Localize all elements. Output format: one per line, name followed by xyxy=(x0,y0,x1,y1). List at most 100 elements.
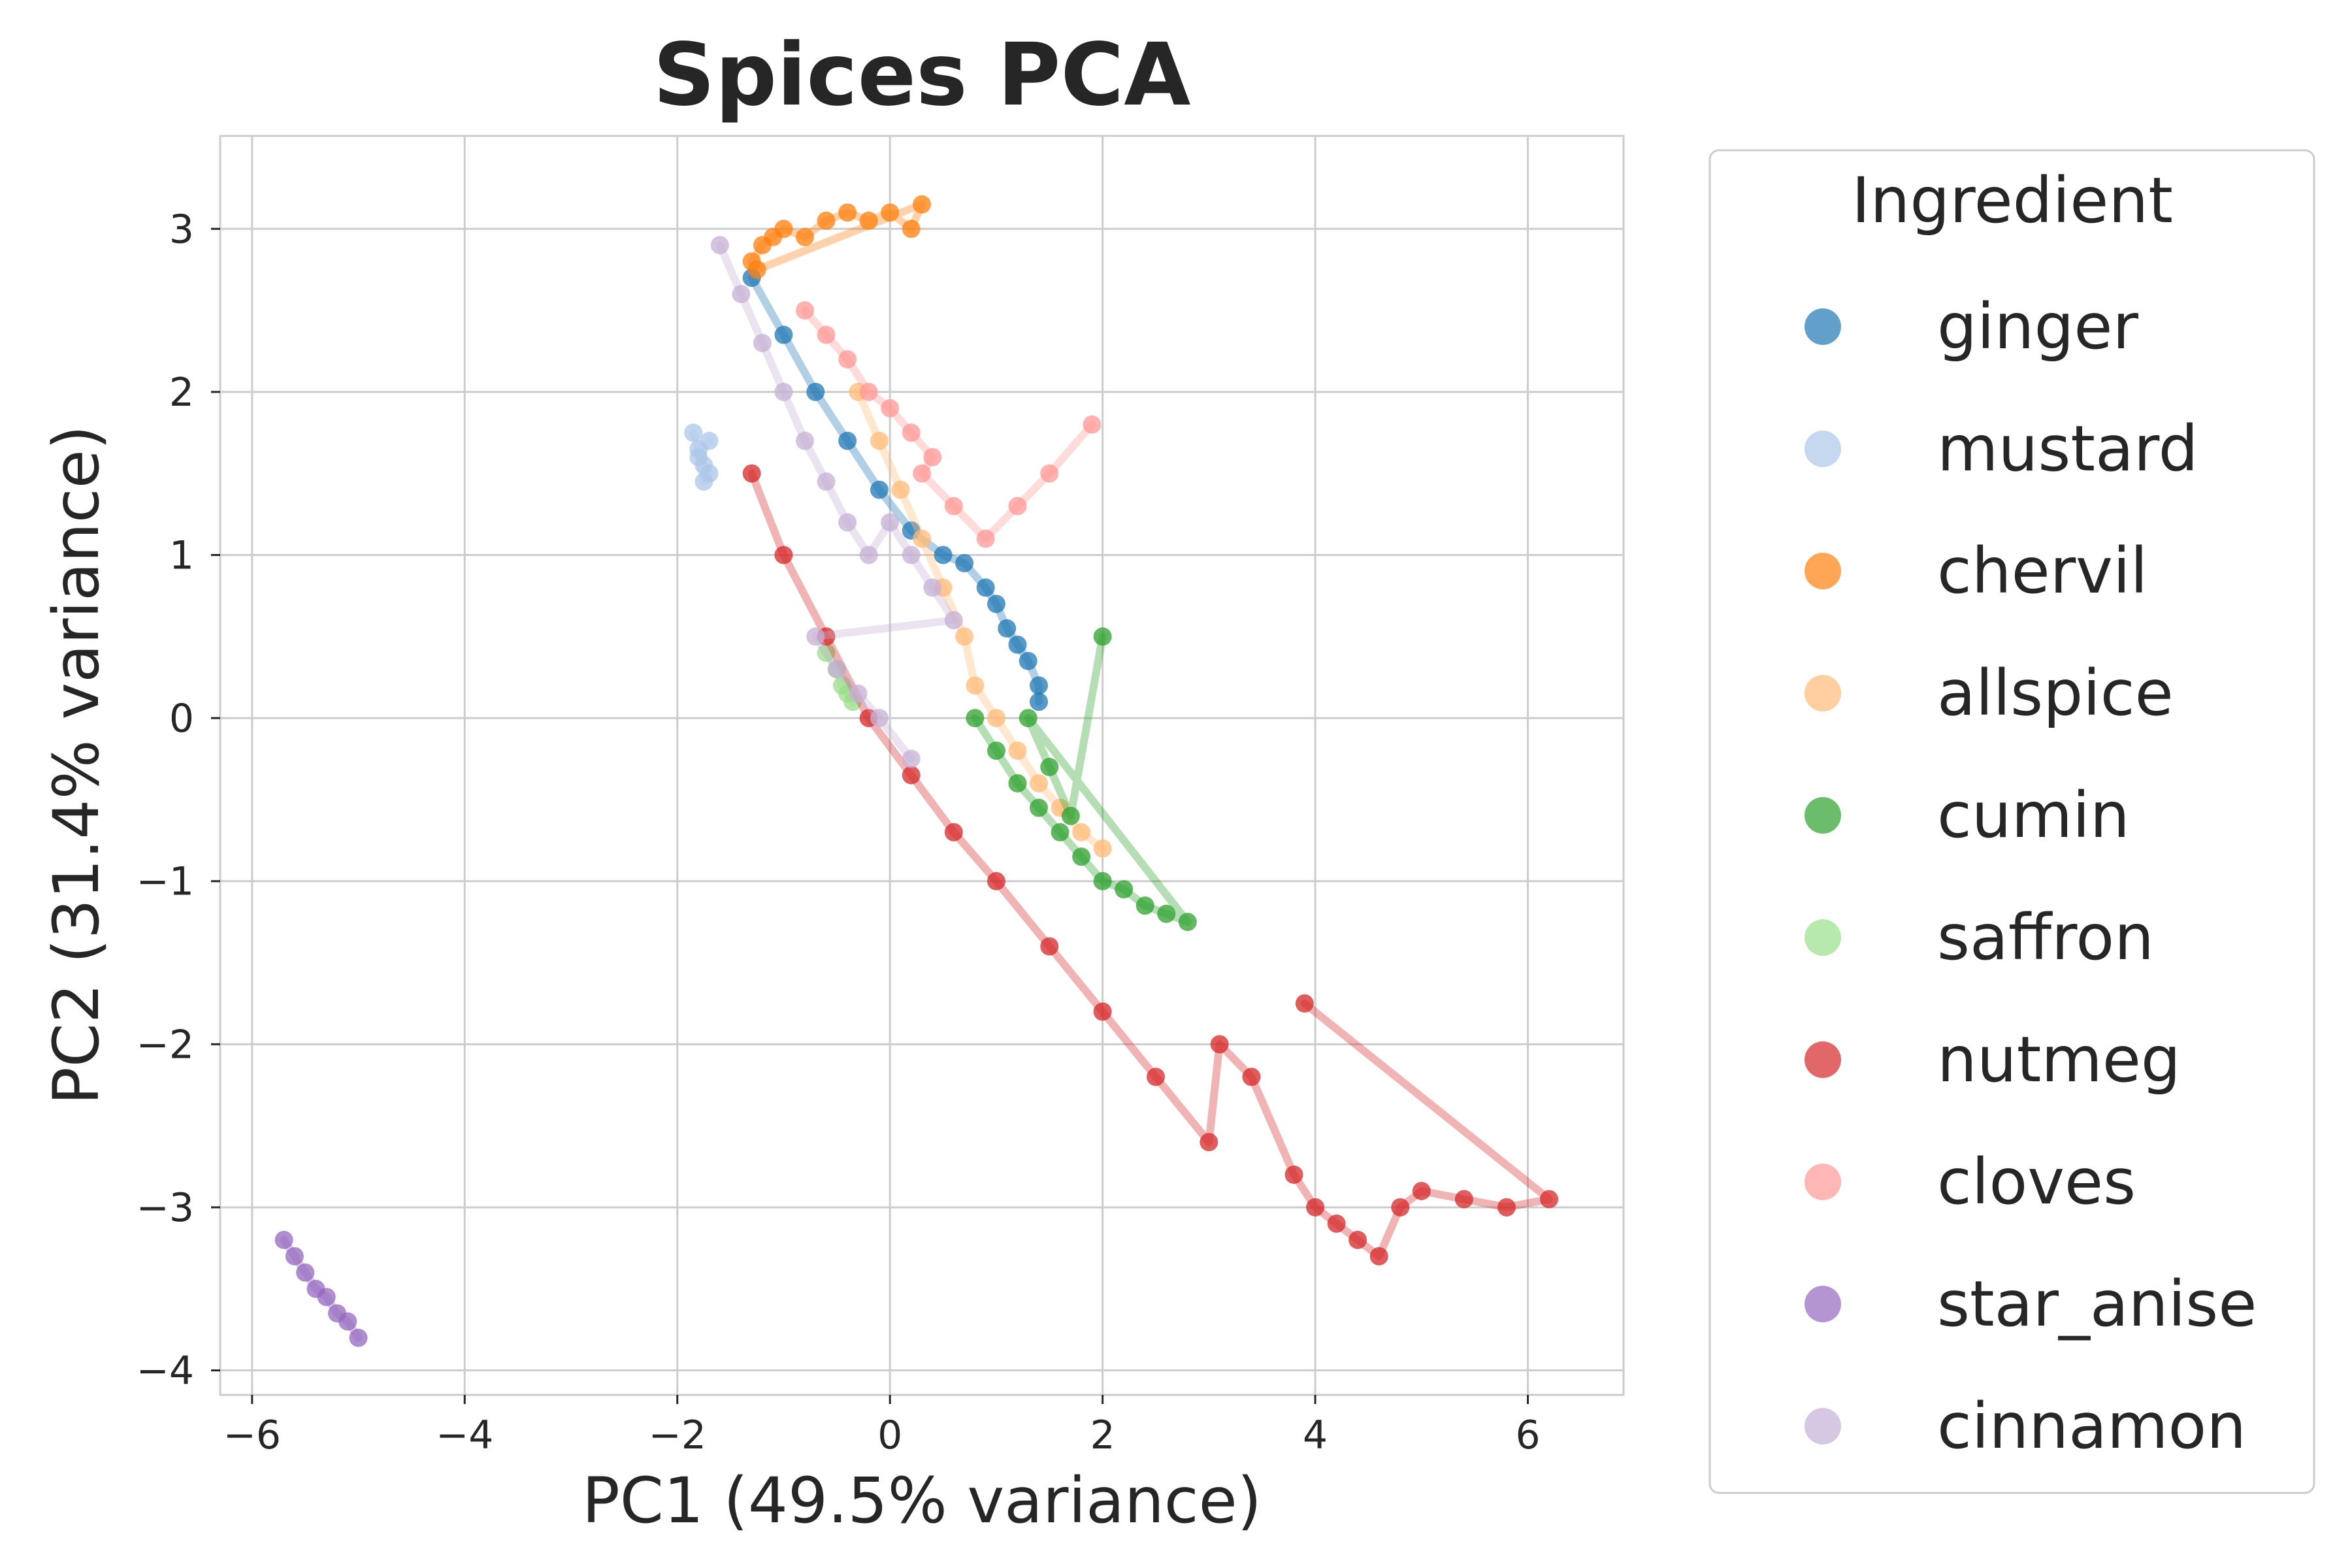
series-cinnamon xyxy=(710,236,963,768)
chart-title: Spices PCA xyxy=(653,25,1191,125)
legend-label-ginger: ginger xyxy=(1937,290,2138,363)
legend-title: Ingredient xyxy=(1852,164,2173,237)
legend-label-cumin: cumin xyxy=(1937,779,2130,852)
data-point-nutmeg xyxy=(1284,1166,1303,1184)
data-point-star_anise xyxy=(296,1263,315,1282)
x-tick-label: 0 xyxy=(877,1413,902,1458)
data-point-cumin xyxy=(1040,757,1059,776)
data-point-ginger xyxy=(1008,635,1027,654)
series-mustard xyxy=(684,423,719,491)
data-point-cinnamon xyxy=(806,627,825,646)
data-point-ginger xyxy=(998,619,1017,638)
data-point-nutmeg xyxy=(1391,1198,1410,1217)
data-point-chervil xyxy=(902,220,921,238)
data-point-chervil xyxy=(881,203,900,222)
data-point-nutmeg xyxy=(1147,1068,1165,1086)
data-point-cumin xyxy=(1178,913,1197,932)
data-point-cumin xyxy=(1093,872,1112,890)
y-tick-label: 3 xyxy=(169,206,194,252)
data-point-cinnamon xyxy=(944,611,963,630)
series-allspice xyxy=(849,382,1112,858)
data-point-cloves xyxy=(976,529,995,548)
data-point-cloves xyxy=(1008,497,1027,515)
legend-label-allspice: allspice xyxy=(1937,657,2174,730)
data-point-allspice xyxy=(1093,839,1112,858)
legend-marker-nutmeg xyxy=(1805,1041,1841,1078)
data-point-nutmeg xyxy=(1295,994,1314,1013)
data-point-star_anise xyxy=(317,1288,336,1307)
series-chervil xyxy=(742,195,931,279)
data-point-cloves xyxy=(838,350,857,368)
y-tick-label: 1 xyxy=(169,533,194,579)
data-point-cinnamon xyxy=(859,546,878,564)
y-tick-label: 2 xyxy=(169,370,194,416)
data-point-cinnamon xyxy=(838,513,857,532)
data-point-cinnamon xyxy=(732,285,751,304)
data-point-cloves xyxy=(796,301,814,320)
data-point-cumin xyxy=(1157,904,1176,923)
legend-label-saffron: saffron xyxy=(1937,901,2154,974)
x-axis-label: PC1 (49.5% variance) xyxy=(582,1464,1262,1537)
data-point-saffron xyxy=(817,644,836,662)
legend-marker-saffron xyxy=(1805,919,1841,956)
data-point-cinnamon xyxy=(881,513,900,532)
data-point-allspice xyxy=(1072,823,1091,841)
y-tick-label: −2 xyxy=(137,1022,194,1068)
x-tick-label: −6 xyxy=(223,1413,281,1458)
data-point-allspice xyxy=(966,676,985,695)
legend-box xyxy=(1708,149,2315,1494)
plot-frame xyxy=(219,135,1625,1396)
data-point-allspice xyxy=(987,709,1005,728)
data-point-mustard xyxy=(700,431,719,450)
data-point-star_anise xyxy=(274,1230,293,1249)
data-point-nutmeg xyxy=(1242,1068,1261,1086)
data-point-ginger xyxy=(838,431,857,450)
data-point-cinnamon xyxy=(710,236,729,255)
data-point-cumin xyxy=(966,709,985,728)
data-point-star_anise xyxy=(285,1247,304,1266)
legend-marker-ginger xyxy=(1805,308,1841,345)
data-point-ginger xyxy=(1030,676,1048,695)
data-point-allspice xyxy=(1030,774,1048,792)
data-point-nutmeg xyxy=(1369,1247,1388,1266)
data-point-cumin xyxy=(1051,823,1070,841)
legend-marker-allspice xyxy=(1805,675,1841,711)
data-point-ginger xyxy=(934,546,953,564)
data-point-chervil xyxy=(747,260,766,279)
data-point-allspice xyxy=(891,480,910,499)
x-tick-label: −4 xyxy=(436,1413,493,1458)
data-point-cinnamon xyxy=(753,334,772,353)
legend-label-mustard: mustard xyxy=(1937,412,2198,485)
data-point-cloves xyxy=(881,399,900,417)
data-point-ginger xyxy=(806,382,825,401)
data-point-ginger xyxy=(1019,651,1037,670)
x-tick-label: −2 xyxy=(649,1413,706,1458)
legend-label-cloves: cloves xyxy=(1937,1145,2136,1218)
data-point-cumin xyxy=(1008,774,1027,792)
data-point-cumin xyxy=(1030,798,1048,817)
data-point-star_anise xyxy=(349,1328,368,1347)
data-point-nutmeg xyxy=(1306,1198,1325,1217)
data-point-cinnamon xyxy=(902,546,921,564)
data-point-cloves xyxy=(817,325,836,344)
data-point-allspice xyxy=(1008,742,1027,760)
legend-items: ginger mustard chervil allspice cumin saffron… xyxy=(1805,290,2257,1463)
data-point-cumin xyxy=(1115,880,1134,899)
data-point-cumin xyxy=(1019,709,1037,728)
data-point-cinnamon xyxy=(796,431,814,450)
data-point-cloves xyxy=(1040,464,1059,483)
data-point-chervil xyxy=(859,211,878,230)
legend-label-star_anise: star_anise xyxy=(1937,1267,2257,1341)
legend-marker-cloves xyxy=(1805,1164,1841,1200)
data-point-cinnamon xyxy=(774,382,793,401)
data-point-chervil xyxy=(913,195,931,214)
data-point-cinnamon xyxy=(817,472,836,491)
data-point-cinnamon xyxy=(902,749,921,768)
data-point-ginger xyxy=(774,325,793,344)
legend-label-nutmeg: nutmeg xyxy=(1937,1023,2181,1096)
x-tick-label: 2 xyxy=(1090,1413,1115,1458)
data-point-cumin xyxy=(1093,627,1112,646)
data-point-chervil xyxy=(796,227,814,246)
legend-marker-chervil xyxy=(1805,553,1841,589)
data-point-nutmeg xyxy=(987,872,1005,890)
